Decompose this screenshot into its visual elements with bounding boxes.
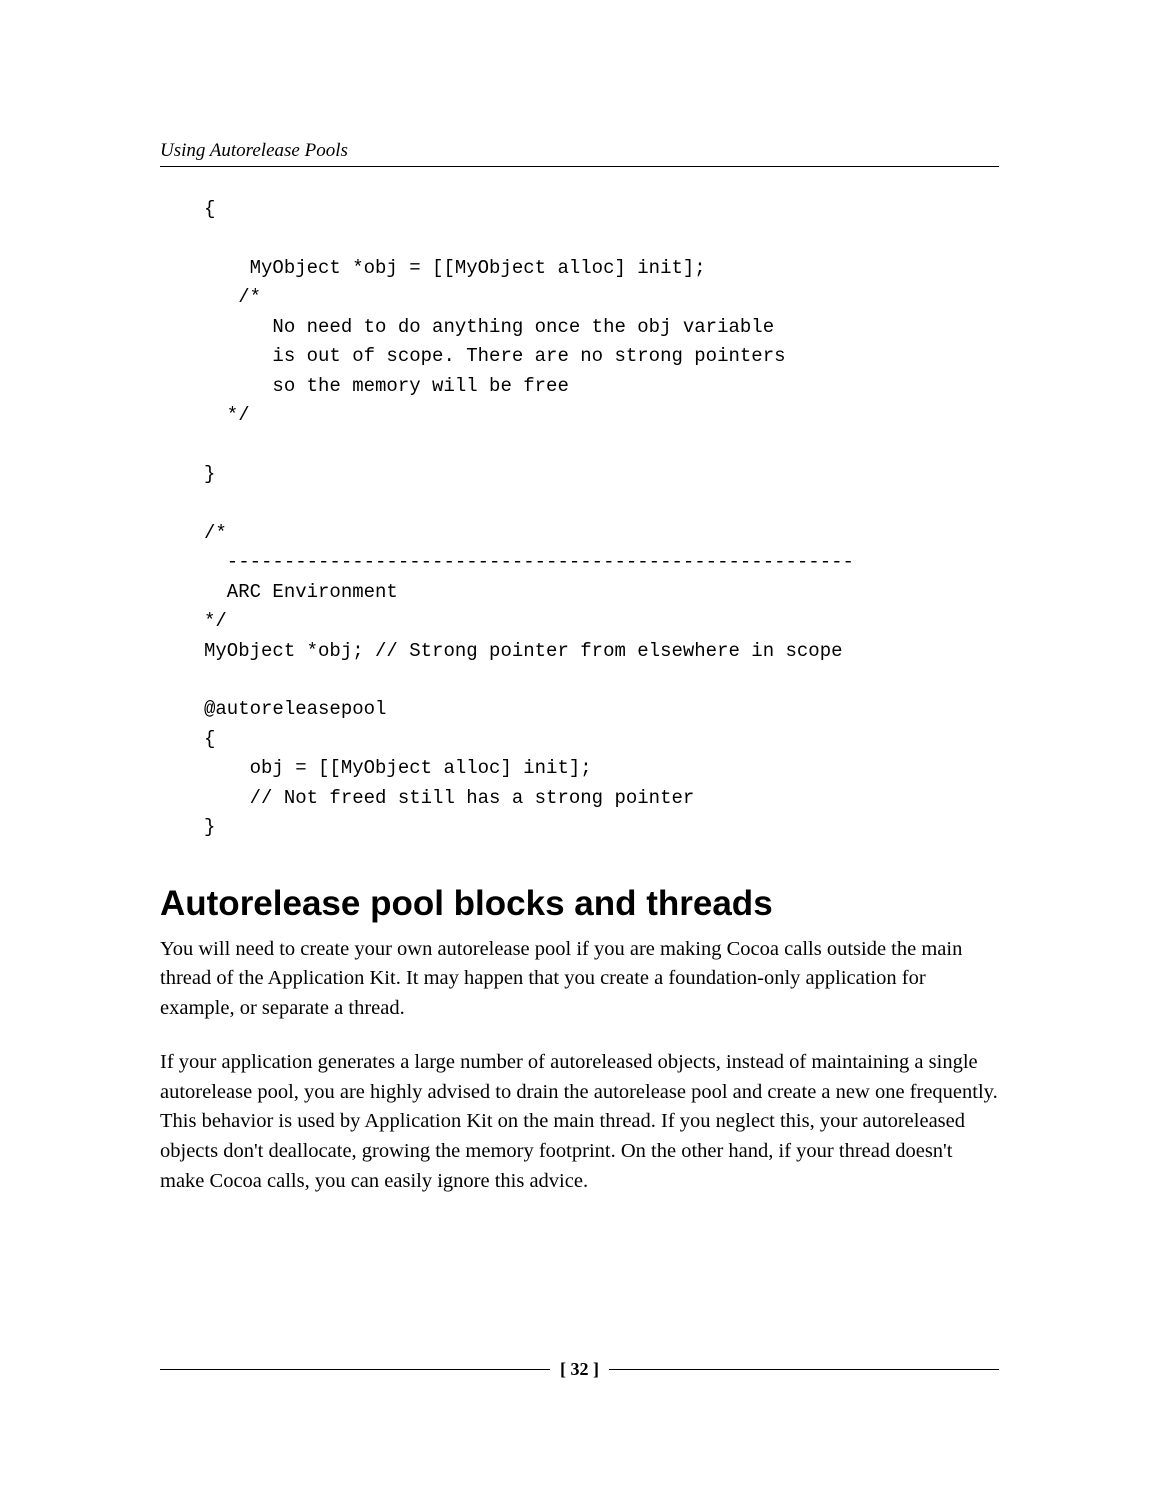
footer-rule-left [160, 1369, 550, 1370]
page-footer: [ 32 ] [160, 1359, 999, 1380]
page: Using Autorelease Pools { MyObject *obj … [0, 0, 1159, 1500]
section-heading: Autorelease pool blocks and threads [160, 883, 999, 925]
body-paragraph-1: You will need to create your own autorel… [160, 935, 999, 1024]
footer-rule-right [609, 1369, 999, 1370]
running-header: Using Autorelease Pools [160, 140, 999, 167]
page-number: [ 32 ] [550, 1359, 609, 1380]
code-block: { MyObject *obj = [[MyObject alloc] init… [204, 195, 999, 843]
body-paragraph-2: If your application generates a large nu… [160, 1048, 999, 1197]
